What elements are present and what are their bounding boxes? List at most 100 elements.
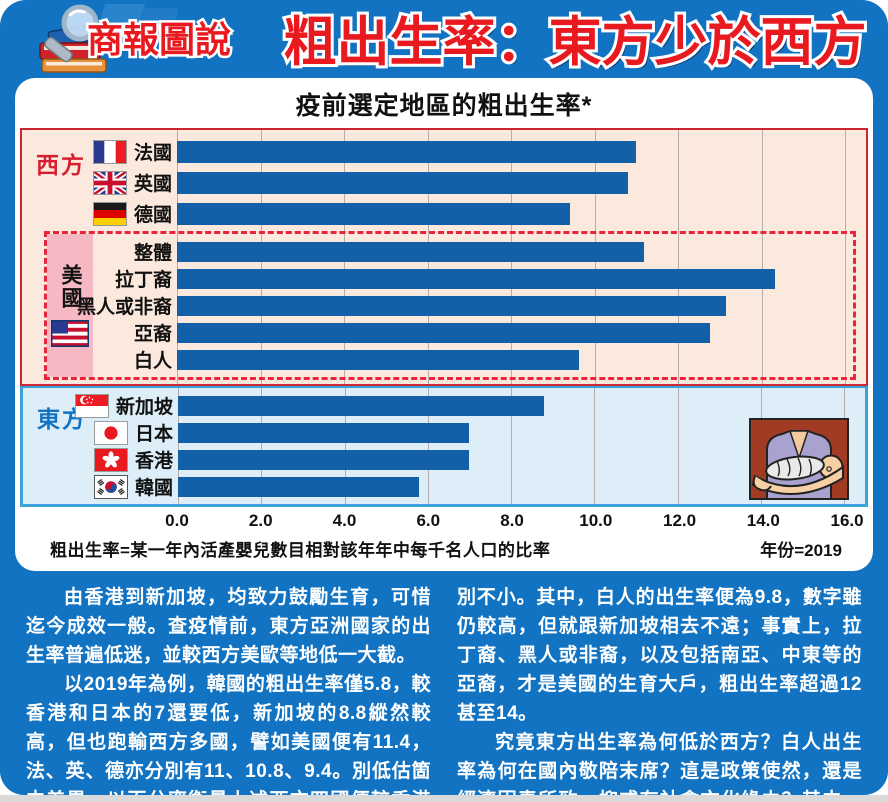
usa-strip: 美國 (47, 234, 93, 377)
row-label: 拉丁裔 (114, 270, 172, 291)
svg-text:商報圖說: 商報圖說 (87, 19, 231, 60)
korea-flag-icon (93, 474, 128, 499)
bar-track (177, 136, 866, 167)
row-label-area: 黑人或非裔 (47, 292, 177, 319)
row-label-area: 白人 (47, 346, 177, 373)
japan-flag-icon (93, 420, 128, 445)
row-label-area: 新加坡 (23, 392, 178, 419)
row-label: 韓國 (134, 478, 173, 499)
x-tick-label: 10.0 (579, 511, 613, 530)
chart-row: 香港 (23, 446, 865, 473)
hongkong-flag-icon (93, 447, 128, 472)
chart-title: 疫前選定地區的粗出生率* (295, 92, 593, 120)
x-tick-label: 0.0 (165, 511, 189, 530)
row-label: 新加坡 (115, 397, 173, 418)
bar-香港 (178, 449, 470, 470)
usa-flag-icon (51, 320, 89, 347)
article-paragraph: 以2019年為例，韓國的粗出生率僅5.8，較香港和日本的7還要低，新加坡的8.8… (26, 674, 431, 795)
east-rows: 新加坡 日本 香港 韓國 (23, 388, 865, 504)
article-paragraph: 別不小。其中，白人的出生率便為9.8，數字雖仍較高，但就跟新加坡相去不遠；事實上… (457, 587, 862, 724)
row-label: 白人 (133, 351, 172, 372)
row-label-area: 拉丁裔 (47, 265, 177, 292)
row-label: 整體 (133, 243, 172, 264)
chart-row: 整體 (47, 238, 853, 265)
bar-德國 (177, 202, 570, 225)
bar-法國 (177, 140, 637, 163)
usa-section-label: 美國 (59, 264, 82, 310)
bar-日本 (178, 422, 470, 443)
east-section: 東方 新加坡 日本 香港 韓國 (20, 386, 868, 507)
gridline (261, 388, 263, 504)
bar-拉丁裔 (177, 268, 776, 289)
footnote: 粗出生率=某一年內活產嬰兒數目相對該年年中每千名人口的比率 (50, 541, 551, 560)
gridline (845, 130, 847, 384)
row-label-area: 法國 (22, 138, 177, 165)
gridline (344, 388, 346, 504)
germany-flag-icon (92, 201, 127, 226)
x-tick-label: 12.0 (662, 511, 697, 530)
row-label: 英國 (133, 174, 172, 195)
row-label-area: 日本 (23, 419, 178, 446)
bar-亞裔 (177, 322, 710, 343)
bar-白人 (177, 349, 579, 370)
books-magnifier-icon (39, 4, 178, 73)
bar-新加坡 (178, 395, 545, 416)
article-column-2: 別不小。其中，白人的出生率便為9.8，數字雖仍較高，但就跟新加坡相去不遠；事實上… (457, 583, 862, 795)
west-section-label: 西方 (36, 152, 86, 178)
west-rows: 法國 英國 德國 (22, 130, 866, 229)
west-section: 西方 法國 英國 德國 (20, 128, 868, 386)
chart-row: 拉丁裔 (47, 265, 853, 292)
gridline (678, 130, 680, 384)
chart-row: 亞裔 (47, 319, 853, 346)
x-tick-label: 6.0 (416, 511, 441, 530)
row-label: 黑人或非裔 (76, 297, 172, 318)
x-tick-label: 8.0 (500, 511, 524, 530)
chart-row: 白人 (47, 346, 853, 373)
gridline (594, 388, 596, 504)
row-label: 亞裔 (133, 324, 172, 345)
usa-rows: 整體 拉丁裔 黑人或非裔 亞裔 (47, 234, 853, 377)
bar-整體 (177, 241, 645, 262)
row-label: 香港 (134, 451, 173, 472)
row-label-area: 英國 (22, 169, 177, 196)
chart-row: 韓國 (23, 473, 865, 500)
x-tick-label: 2.0 (248, 511, 273, 530)
gridline (178, 388, 179, 504)
chart-panel: 疫前選定地區的粗出生率* 西方 法國 英國 德國 (15, 78, 873, 571)
bar-黑人或非裔 (177, 295, 726, 316)
chart-row: 日本 (23, 419, 865, 446)
bar-track (178, 446, 865, 473)
article-column-1: 由香港到新加坡，均致力鼓勵生育，可惜迄今成效一般。查疫情前，東方亞洲國家的出生率… (26, 583, 431, 795)
bar-track (177, 346, 853, 373)
year-note: 年份=2019 (760, 541, 842, 560)
uk-flag-icon (92, 170, 127, 195)
svg-text:粗出生率：東方少於西方: 粗出生率：東方少於西方 (287, 16, 870, 75)
row-label: 法國 (133, 143, 172, 164)
page-title: 粗出生率：東方少於西方 粗出生率：東方少於西方 (281, 10, 870, 75)
row-label-area: 德國 (22, 200, 177, 227)
x-tick-label: 14.0 (746, 511, 780, 530)
article: 由香港到新加坡，均致力鼓勵生育，可惜迄今成效一般。查疫情前，東方亞洲國家的出生率… (0, 571, 888, 795)
header: 商報圖說 粗出生率：東方少於西方 粗出生率：東方少於西方 (0, 0, 888, 78)
bar-英國 (177, 171, 628, 194)
bar-track (177, 198, 866, 229)
row-label: 德國 (133, 205, 172, 226)
chart-row: 英國 (22, 167, 866, 198)
france-flag-icon (92, 139, 127, 164)
bar-track (177, 292, 853, 319)
article-paragraph: 究竟東方出生率為何低於西方？白人出生率為何在國內敬陪末席？這是政策使然，還是經濟… (457, 732, 862, 795)
row-label-area: 亞裔 (47, 319, 177, 346)
chart-row: 法國 (22, 136, 866, 167)
svg-text:粗出生率：東方少於西方: 粗出生率：東方少於西方 (284, 13, 867, 72)
bar-track (178, 473, 865, 500)
bar-track (178, 419, 865, 446)
logo-text: 商報圖說 (84, 17, 233, 63)
x-axis: 0.0 2.0 4.0 6.0 8.0 10.0 12.0 14.0 16.0 (165, 507, 868, 534)
row-label: 日本 (134, 424, 173, 445)
article-paragraph: 由香港到新加坡，均致力鼓勵生育，可惜迄今成效一般。查疫情前，東方亞洲國家的出生率… (26, 587, 431, 666)
row-label-area: 韓國 (23, 473, 178, 500)
bar-track (177, 265, 853, 292)
x-tick-label: 16.0 (830, 511, 864, 530)
chart-footer: 粗出生率=某一年內活產嬰兒數目相對該年年中每千名人口的比率 年份=2019 (20, 534, 868, 561)
